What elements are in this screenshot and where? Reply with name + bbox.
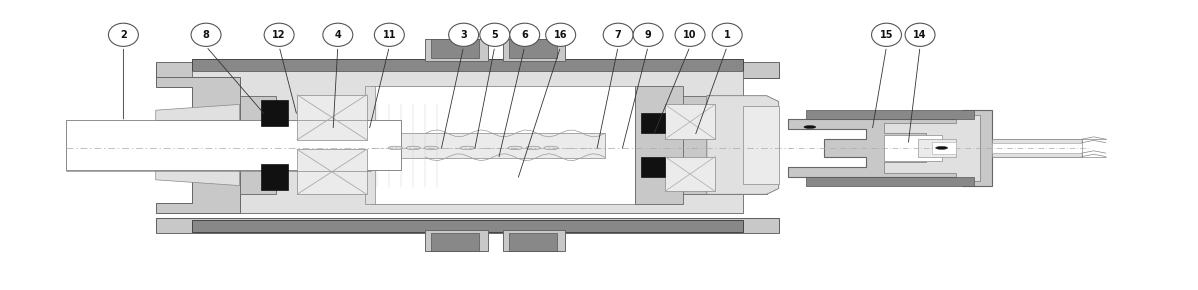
Text: 6: 6 <box>521 30 528 40</box>
Text: 9: 9 <box>645 30 652 40</box>
Ellipse shape <box>192 23 220 46</box>
Bar <box>371 86 635 204</box>
Bar <box>806 177 974 186</box>
Bar <box>509 233 557 251</box>
Bar <box>671 96 767 194</box>
Bar <box>509 39 557 58</box>
Ellipse shape <box>676 23 704 46</box>
Bar <box>932 142 956 154</box>
Circle shape <box>526 146 540 150</box>
Ellipse shape <box>264 23 295 46</box>
Circle shape <box>508 146 522 150</box>
Bar <box>884 135 942 161</box>
Circle shape <box>936 146 948 149</box>
Text: 2: 2 <box>120 30 127 40</box>
Bar <box>918 139 956 157</box>
Circle shape <box>804 126 816 128</box>
Text: 5: 5 <box>491 30 498 40</box>
Bar <box>261 100 288 126</box>
Bar <box>431 233 479 251</box>
Bar <box>503 230 565 251</box>
Bar <box>806 110 974 119</box>
Bar <box>156 218 779 233</box>
Ellipse shape <box>545 23 576 46</box>
Bar <box>425 39 488 61</box>
Bar <box>297 149 367 194</box>
Text: 12: 12 <box>272 30 286 40</box>
Polygon shape <box>156 218 779 232</box>
Text: 1: 1 <box>724 30 731 40</box>
Bar <box>635 86 683 204</box>
Text: 3: 3 <box>460 30 467 40</box>
Bar <box>431 39 479 58</box>
Ellipse shape <box>906 23 934 46</box>
Text: 7: 7 <box>615 30 622 40</box>
Bar <box>641 113 665 133</box>
Polygon shape <box>156 77 240 213</box>
Text: 16: 16 <box>553 30 568 40</box>
Bar <box>425 230 488 251</box>
Circle shape <box>424 146 438 150</box>
Bar <box>192 59 743 71</box>
Circle shape <box>460 146 474 150</box>
Bar <box>240 96 276 194</box>
Bar <box>665 157 715 191</box>
Polygon shape <box>156 104 240 186</box>
Text: 4: 4 <box>334 30 341 40</box>
Bar <box>66 120 401 170</box>
Ellipse shape <box>510 23 540 46</box>
Bar <box>503 39 565 61</box>
Bar <box>992 143 1082 153</box>
Polygon shape <box>156 64 779 78</box>
Ellipse shape <box>603 23 634 46</box>
Ellipse shape <box>479 23 510 46</box>
Bar <box>371 133 605 158</box>
Ellipse shape <box>374 23 405 46</box>
Text: 10: 10 <box>683 30 697 40</box>
Bar <box>641 157 665 177</box>
Text: 11: 11 <box>382 30 397 40</box>
Bar <box>665 104 715 139</box>
Bar <box>992 139 1082 157</box>
Ellipse shape <box>634 23 664 46</box>
Bar <box>261 164 288 190</box>
Circle shape <box>406 146 420 150</box>
Text: 8: 8 <box>202 30 210 40</box>
Ellipse shape <box>712 23 743 46</box>
Polygon shape <box>743 106 779 184</box>
Text: 14: 14 <box>913 30 927 40</box>
Bar <box>365 86 375 204</box>
Ellipse shape <box>108 23 139 46</box>
Bar <box>192 220 743 232</box>
Bar <box>156 62 779 78</box>
Circle shape <box>388 146 403 150</box>
Polygon shape <box>707 96 779 194</box>
Ellipse shape <box>872 23 902 46</box>
Polygon shape <box>884 115 980 181</box>
Text: 15: 15 <box>879 30 894 40</box>
Bar <box>297 95 367 140</box>
Bar <box>192 71 743 213</box>
Polygon shape <box>788 110 992 186</box>
Ellipse shape <box>448 23 479 46</box>
Ellipse shape <box>322 23 352 46</box>
Circle shape <box>544 146 558 150</box>
